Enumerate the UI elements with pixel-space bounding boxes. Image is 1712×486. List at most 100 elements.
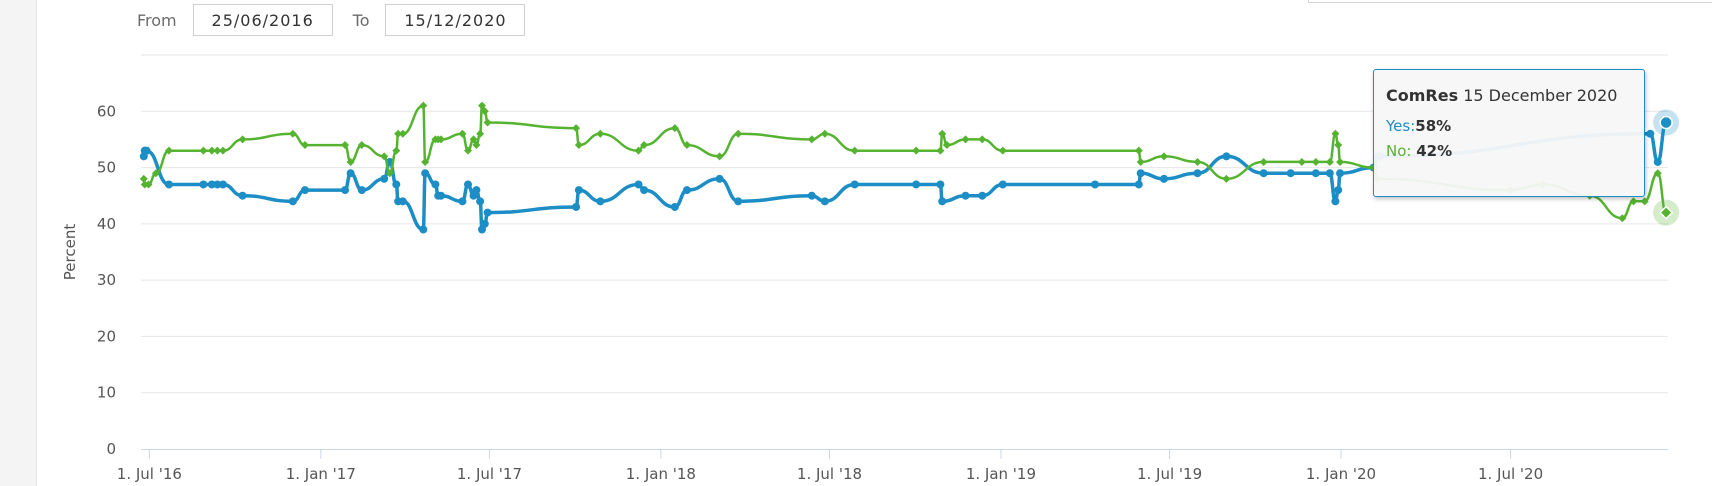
data-point-yes bbox=[1222, 152, 1231, 161]
data-point-no bbox=[207, 146, 216, 155]
data-point-yes bbox=[238, 191, 247, 200]
data-point-yes bbox=[346, 169, 355, 178]
data-point-no bbox=[164, 146, 173, 155]
data-point-yes bbox=[936, 180, 945, 189]
data-point-no bbox=[218, 146, 227, 155]
tooltip-header: ComRes 15 December 2020 bbox=[1386, 86, 1632, 105]
data-point-yes bbox=[640, 186, 649, 195]
data-point-no bbox=[670, 124, 679, 133]
data-point-yes bbox=[1331, 197, 1340, 206]
data-point-no bbox=[238, 135, 247, 144]
data-point-yes bbox=[574, 186, 583, 195]
data-point-no bbox=[1653, 169, 1662, 178]
data-point-no bbox=[1311, 157, 1320, 166]
data-point-yes bbox=[464, 180, 473, 189]
data-point-yes bbox=[734, 197, 743, 206]
data-point-yes bbox=[596, 197, 605, 206]
from-date-input[interactable]: 25/06/2016 bbox=[192, 4, 333, 36]
data-point-no bbox=[1134, 146, 1143, 155]
data-point-no bbox=[1222, 174, 1231, 183]
data-point-no bbox=[912, 146, 921, 155]
to-label: To bbox=[352, 10, 370, 30]
y-axis-title: Percent bbox=[61, 224, 79, 281]
x-tick-label: 1. Jul '19 bbox=[1137, 465, 1202, 483]
data-point-no bbox=[574, 141, 583, 150]
data-point-yes bbox=[341, 186, 350, 195]
data-point-yes bbox=[715, 174, 724, 183]
data-point-yes bbox=[419, 225, 428, 234]
data-point-no bbox=[1629, 197, 1638, 206]
data-point-no bbox=[144, 180, 153, 189]
data-point-no bbox=[398, 129, 407, 138]
data-point-no bbox=[1136, 157, 1145, 166]
data-point-yes bbox=[1336, 169, 1345, 178]
data-point-yes bbox=[1653, 157, 1662, 166]
data-point-no bbox=[998, 146, 1007, 155]
tooltip-no-value: 42% bbox=[1416, 142, 1453, 160]
data-point-yes bbox=[1311, 169, 1320, 178]
data-point-no bbox=[1331, 129, 1340, 138]
data-point-yes bbox=[398, 197, 407, 206]
x-tick-label: 1. Jul '20 bbox=[1478, 465, 1543, 483]
data-point-yes bbox=[1259, 169, 1268, 178]
hover-markers bbox=[1653, 109, 1680, 226]
x-tick-label: 1. Jan '17 bbox=[286, 465, 356, 483]
data-point-no bbox=[483, 118, 492, 127]
data-point-no bbox=[357, 141, 366, 150]
data-point-no bbox=[469, 135, 478, 144]
data-point-no bbox=[634, 146, 643, 155]
data-point-no bbox=[300, 141, 309, 150]
data-point-no bbox=[715, 152, 724, 161]
grid-lines bbox=[141, 54, 1668, 394]
x-tick-label: 1. Jan '19 bbox=[966, 465, 1036, 483]
x-tick-label: 1. Jul '16 bbox=[117, 465, 182, 483]
data-point-yes bbox=[634, 180, 643, 189]
data-point-yes bbox=[476, 197, 485, 206]
data-point-no bbox=[199, 146, 208, 155]
data-point-no bbox=[938, 129, 947, 138]
data-tooltip: ComRes 15 December 2020 Yes:58% No: 42% bbox=[1373, 69, 1645, 197]
y-tick-label: 30 bbox=[97, 271, 116, 289]
data-point-no bbox=[1640, 197, 1649, 206]
data-point-no bbox=[640, 141, 649, 150]
y-tick-label: 50 bbox=[97, 159, 116, 177]
left-margin-strip bbox=[0, 0, 37, 486]
data-point-yes bbox=[380, 174, 389, 183]
series-yes bbox=[139, 120, 1668, 234]
data-point-no bbox=[961, 135, 970, 144]
data-point-no bbox=[346, 157, 355, 166]
data-point-yes bbox=[572, 202, 581, 211]
export-menu-edge bbox=[1308, 0, 1712, 3]
data-point-no bbox=[213, 146, 222, 155]
data-point-yes bbox=[670, 202, 679, 211]
hover-point-no bbox=[1659, 205, 1674, 220]
data-point-no bbox=[942, 141, 951, 150]
data-point-yes bbox=[938, 197, 947, 206]
data-point-no bbox=[1618, 214, 1627, 223]
x-tick-label: 1. Jul '17 bbox=[457, 465, 522, 483]
data-point-no bbox=[341, 141, 350, 150]
data-point-yes bbox=[1646, 129, 1655, 138]
data-point-yes bbox=[199, 180, 208, 189]
data-point-yes bbox=[357, 186, 366, 195]
data-point-no bbox=[820, 129, 829, 138]
tooltip-yes-row: Yes:58% bbox=[1386, 117, 1632, 135]
data-point-no bbox=[572, 124, 581, 133]
data-point-yes bbox=[1134, 180, 1143, 189]
data-point-yes bbox=[431, 180, 440, 189]
data-point-no bbox=[936, 146, 945, 155]
data-point-no bbox=[139, 174, 148, 183]
data-point-no bbox=[1334, 141, 1343, 150]
data-point-no bbox=[394, 129, 403, 138]
data-point-no bbox=[385, 169, 394, 178]
data-point-yes bbox=[978, 191, 987, 200]
to-date-input[interactable]: 15/12/2020 bbox=[385, 4, 526, 36]
data-point-yes bbox=[961, 191, 970, 200]
data-point-no bbox=[288, 129, 297, 138]
data-point-yes bbox=[850, 180, 859, 189]
y-axis: 0 10 20 30 40 50 60 bbox=[97, 102, 116, 458]
hover-point-yes bbox=[1659, 115, 1673, 130]
data-point-yes bbox=[1193, 169, 1202, 178]
data-point-yes bbox=[483, 208, 492, 217]
data-point-yes bbox=[1136, 169, 1145, 178]
